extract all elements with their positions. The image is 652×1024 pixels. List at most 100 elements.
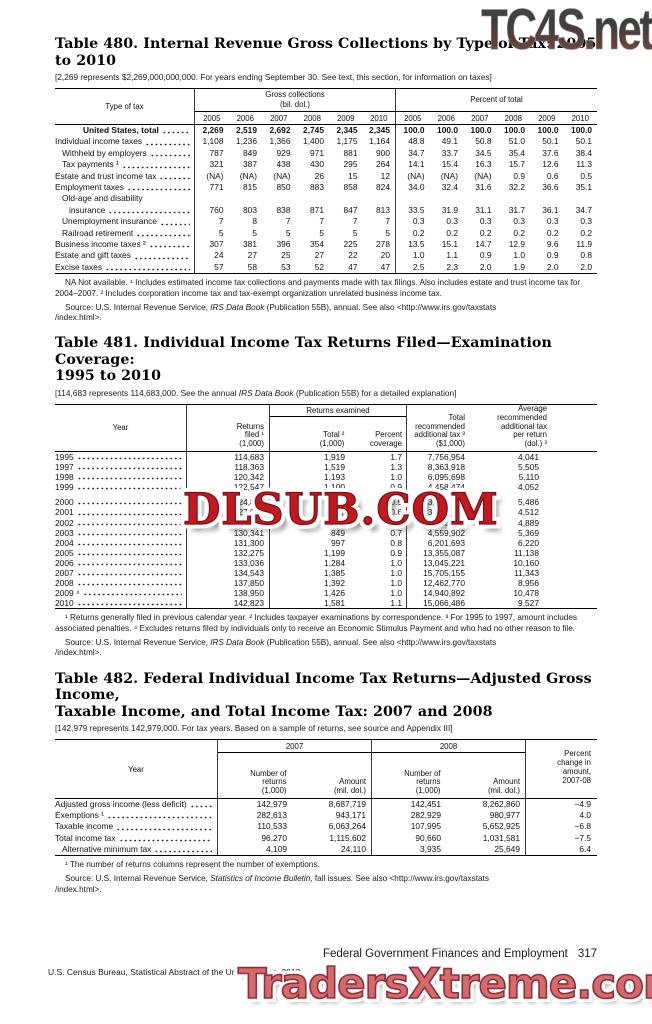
- cell: 0.2: [412, 227, 425, 238]
- cell: 22: [348, 250, 358, 261]
- cell: −6.8: [574, 821, 591, 832]
- row-label-text: Unemployment insurance: [62, 216, 157, 227]
- cell: 1,100: [324, 482, 345, 493]
- dot-leader: [82, 593, 182, 597]
- cell: [463, 193, 497, 204]
- cell: 118,363: [187, 462, 270, 473]
- row-label: 2003: [55, 527, 187, 538]
- cell: 1.0: [350, 568, 407, 579]
- cell: 1,385: [324, 568, 345, 578]
- row-year: 2008: [55, 578, 74, 589]
- col-header-returns-filed: Returns filed ¹ (1,000): [187, 404, 270, 451]
- cell: 138,950: [187, 588, 270, 599]
- dot-leader: [105, 268, 190, 272]
- cell: 3,301,860: [427, 507, 465, 518]
- table-row: 2003 130,341 849 0.7 4,559,902 5,369: [55, 527, 597, 538]
- col-group-2008: 2008 Number of returns (1,000) Amount (m…: [372, 740, 526, 799]
- col-header-amount: Amount (mil. dol.): [333, 777, 366, 796]
- cell: 5: [252, 227, 257, 238]
- cell: 11,138: [514, 547, 539, 558]
- cell: 381: [243, 239, 257, 250]
- cell: 53: [281, 261, 291, 272]
- cell: 34.7: [575, 204, 592, 215]
- row-label-text: Railroad retirement: [62, 227, 134, 238]
- cell: 5: [363, 227, 396, 240]
- cell: 0.6: [350, 517, 407, 528]
- col-header-percent-change: Percent change in amount, 2007-08: [557, 749, 591, 785]
- year-2007-spanner: 2007: [218, 740, 371, 754]
- cell: 1.0: [350, 578, 407, 589]
- cell: [497, 193, 531, 204]
- cell: 771: [209, 182, 224, 193]
- cell: [195, 193, 229, 204]
- row-year: 2003: [55, 527, 74, 538]
- cell: 14,940,892: [423, 588, 465, 599]
- cell: 31.7: [508, 204, 525, 215]
- row-label-text: Exemptions ¹: [55, 810, 104, 821]
- cell: 5,505: [518, 462, 539, 473]
- cell: 0.9: [350, 482, 407, 493]
- row-year: 2000: [55, 497, 74, 508]
- dot-leader: [76, 552, 182, 556]
- cell: 58: [247, 261, 257, 272]
- cell: 1,108: [202, 136, 224, 147]
- row-label-text: Estate and trust income tax: [55, 170, 157, 181]
- cell: 132,275: [187, 547, 270, 558]
- row-year: 2007: [55, 568, 74, 578]
- row-label: Old-age and disability: [55, 193, 195, 205]
- cell: 8,363,918: [427, 462, 465, 473]
- cell: 13.5: [408, 239, 425, 250]
- cell: 124,887: [187, 492, 270, 508]
- row-label-text: Alternative minimum tax: [62, 843, 152, 854]
- cell: 0.9: [513, 170, 525, 181]
- table-482-footnote: ¹ The number of returns columns represen…: [65, 860, 320, 870]
- table-row: Taxable income 110,533 6,063,264 107,995…: [55, 821, 597, 833]
- cell: [229, 193, 263, 204]
- dot-leader: [76, 457, 182, 461]
- row-label-text: Business income taxes ²: [55, 239, 146, 250]
- table-482: Year 2007 Number of returns (1,000) Amou…: [55, 739, 597, 857]
- page-number: 317: [577, 948, 597, 960]
- cell: 37.6: [542, 147, 559, 158]
- row-label: Estate and trust income tax: [55, 170, 195, 183]
- cell: 6,220: [518, 537, 539, 548]
- source-text: Source: U.S. Internal Revenue Service,: [65, 874, 211, 884]
- cell: 1,400: [303, 136, 324, 147]
- cell: (NA): [239, 170, 257, 181]
- table-row: 2010 142,823 1,581 1.1 15,066,486 9,527: [55, 598, 597, 609]
- cell: 943,171: [295, 810, 372, 822]
- row-label-text: Employment taxes: [55, 182, 124, 193]
- cell: 114,683: [187, 451, 270, 463]
- cell: 130,341: [187, 527, 270, 538]
- cell: 50.1: [575, 136, 592, 147]
- table-row: 2001 127,097 732 0.6 3,301,860 4,512: [55, 507, 597, 518]
- cell: 48.8: [408, 136, 425, 147]
- cell: 0.9: [350, 547, 407, 558]
- row-label: United States, total: [55, 125, 195, 137]
- col-header-year: 2008: [303, 113, 321, 123]
- dot-leader: [126, 188, 190, 192]
- col-header-year: 2007: [471, 113, 489, 123]
- table-row: 2005 132,275 1,199 0.9 13,355,087 11,138: [55, 547, 597, 558]
- dot-leader: [76, 512, 182, 516]
- page-content: Table 480. Internal Revenue Gross Collec…: [55, 0, 597, 895]
- cell: 11,343: [514, 568, 539, 578]
- cell: 849: [243, 147, 257, 158]
- cell: 142,823: [187, 598, 270, 609]
- cell: 14.7: [475, 239, 492, 250]
- cell: 900: [363, 147, 396, 160]
- cell: 2.0: [479, 261, 492, 272]
- col-header-year: 2010: [571, 113, 589, 123]
- col-header-number-of-returns: Number of returns (1,000): [404, 768, 441, 796]
- cell: 4,512: [518, 507, 539, 518]
- cell: 100.0: [504, 125, 525, 135]
- cell: 883: [310, 182, 324, 193]
- cell: [262, 193, 296, 204]
- source-text: Source: U.S. Internal Revenue Service,: [65, 637, 211, 647]
- table-481-footnote: ¹ Returns generally filed in previous ca…: [55, 613, 578, 633]
- dot-leader: [76, 573, 182, 577]
- cell: 137,850: [187, 578, 270, 589]
- cell: 264: [363, 159, 396, 171]
- cell: 0.3: [412, 216, 425, 227]
- cell: 8,687,719: [295, 799, 372, 811]
